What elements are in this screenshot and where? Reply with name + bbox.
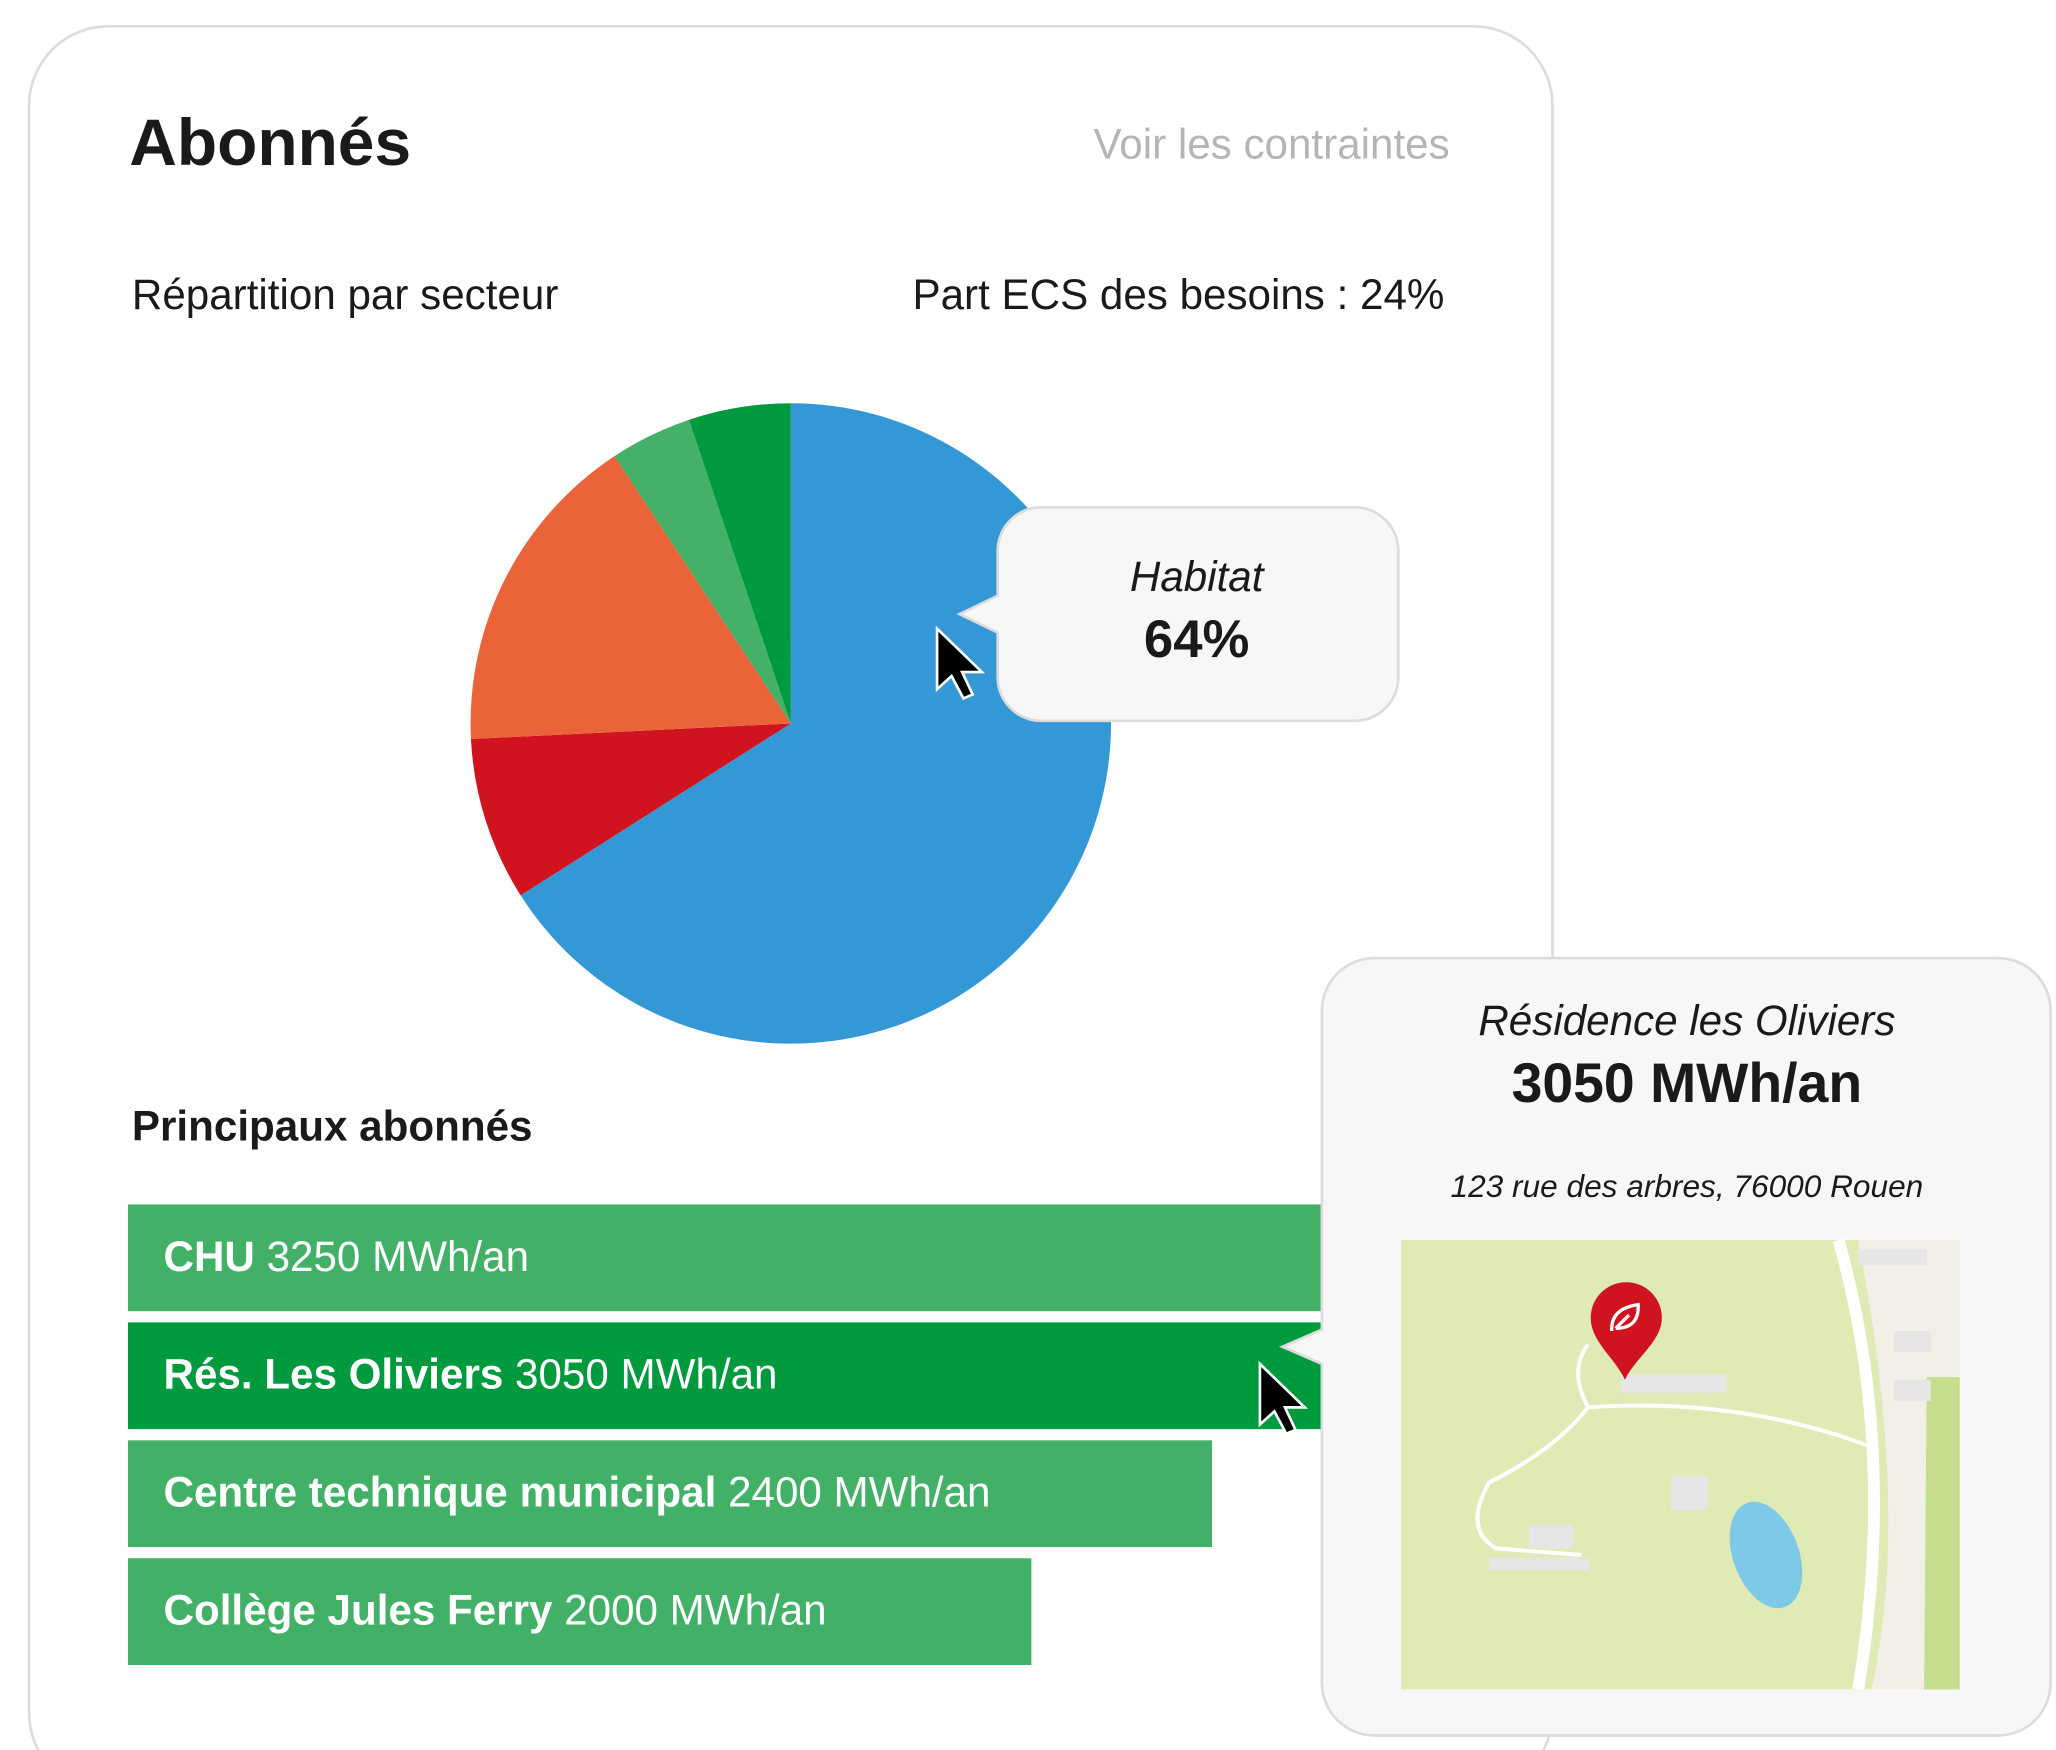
bar-name: Rés. Les Oliviers bbox=[164, 1351, 504, 1398]
popup-address: 123 rue des arbres, 76000 Rouen bbox=[1451, 1168, 1924, 1204]
bar-name: Collège Jules Ferry bbox=[164, 1587, 553, 1634]
bar-label: Centre technique municipal 2400 MWh/an bbox=[164, 1469, 991, 1516]
page: Abonnés Voir les contraintes Répartition… bbox=[0, 0, 2056, 1750]
bar-label: Collège Jules Ferry 2000 MWh/an bbox=[164, 1587, 827, 1634]
bar-name: CHU bbox=[164, 1233, 255, 1280]
popup: Résidence les Oliviers 3050 MWh/an 123 r… bbox=[1282, 958, 2050, 1735]
bar-value: 2000 MWh/an bbox=[564, 1587, 826, 1634]
bar-label: Rés. Les Oliviers 3050 MWh/an bbox=[164, 1351, 778, 1398]
pie-subtitle: Part ECS des besoins : 24% bbox=[912, 271, 1444, 318]
map bbox=[1401, 1240, 1960, 1689]
bar-value: 2400 MWh/an bbox=[728, 1469, 990, 1516]
link[interactable]: Voir les contraintes bbox=[1094, 121, 1450, 168]
card-title: Abonnés bbox=[129, 105, 411, 179]
tooltip-label: Habitat bbox=[1130, 553, 1266, 600]
bar-value: 3250 MWh/an bbox=[267, 1233, 529, 1280]
tooltip-value: 64% bbox=[1144, 610, 1249, 669]
popup-value: 3050 MWh/an bbox=[1512, 1052, 1863, 1114]
bar-value: 3050 MWh/an bbox=[515, 1351, 777, 1398]
bars-title: Principaux abonnés bbox=[132, 1102, 533, 1149]
bar-label: CHU 3250 MWh/an bbox=[164, 1233, 530, 1280]
pie-title: Répartition par secteur bbox=[132, 271, 558, 318]
popup-name: Résidence les Oliviers bbox=[1478, 997, 1895, 1044]
tooltip: Habitat 64% bbox=[959, 507, 1398, 720]
bar-name: Centre technique municipal bbox=[164, 1469, 717, 1516]
pie bbox=[471, 403, 1111, 1043]
